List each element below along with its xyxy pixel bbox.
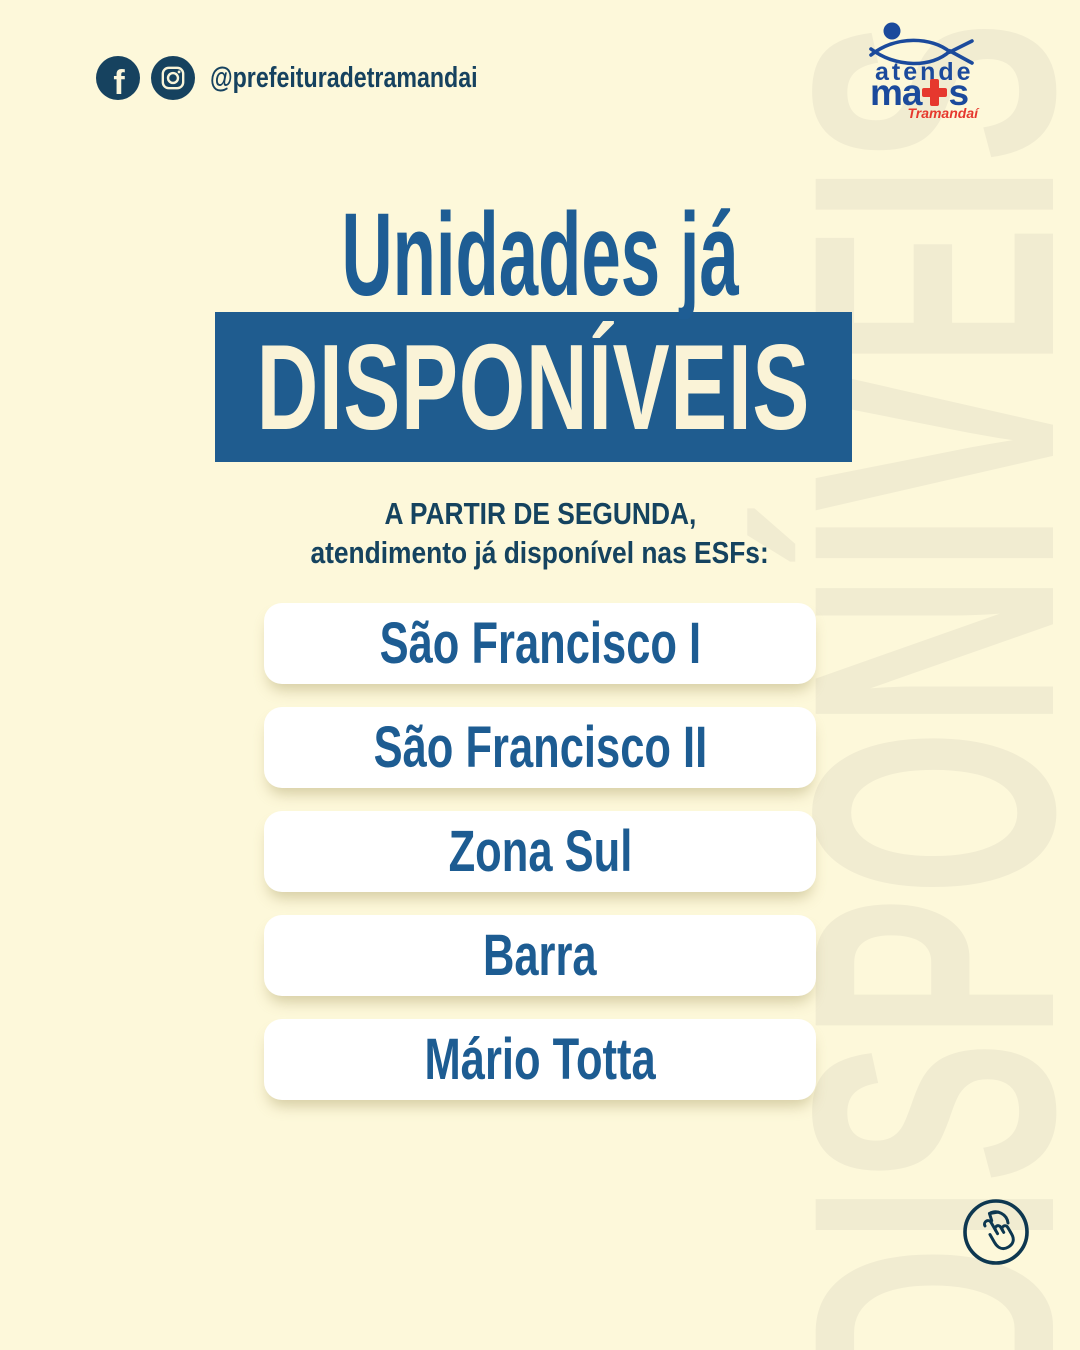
logo-tagline: Tramandaí	[907, 105, 978, 121]
unit-card-mario-totta: Mário Totta	[264, 1019, 816, 1100]
atende-mais-logo: atende ma s Tramandaí	[868, 22, 988, 132]
social-handle-row: f @prefeituradetramandai	[96, 56, 544, 100]
logo-word-mais: ma s	[870, 72, 969, 113]
subtitle-line2: atendimento já disponível nas ESFs:	[310, 535, 770, 570]
fish-icon	[869, 22, 974, 66]
page-title: Unidades já	[0, 196, 1080, 314]
facebook-icon: f	[96, 56, 140, 100]
tap-swipe-icon	[961, 1197, 1031, 1267]
title-line2: DISPONÍVEIS	[256, 319, 811, 455]
instagram-icon	[151, 56, 195, 100]
unit-card-sao-francisco-2: São Francisco II	[264, 707, 816, 788]
title-line1: Unidades já	[341, 189, 739, 321]
red-cross-icon	[922, 79, 948, 106]
unit-card-zona-sul: Zona Sul	[264, 811, 816, 892]
subtitle-line1: A PARTIR DE SEGUNDA,	[384, 496, 696, 531]
social-handle-text: @prefeituradetramandai	[210, 61, 478, 94]
title-highlight-box: DISPONÍVEIS	[215, 312, 852, 462]
logo-word-atende: atende	[875, 58, 974, 86]
unit-card-barra: Barra	[264, 915, 816, 996]
unit-list: São Francisco I São Francisco II Zona Su…	[264, 603, 816, 1100]
unit-card-sao-francisco-1: São Francisco I	[264, 603, 816, 684]
